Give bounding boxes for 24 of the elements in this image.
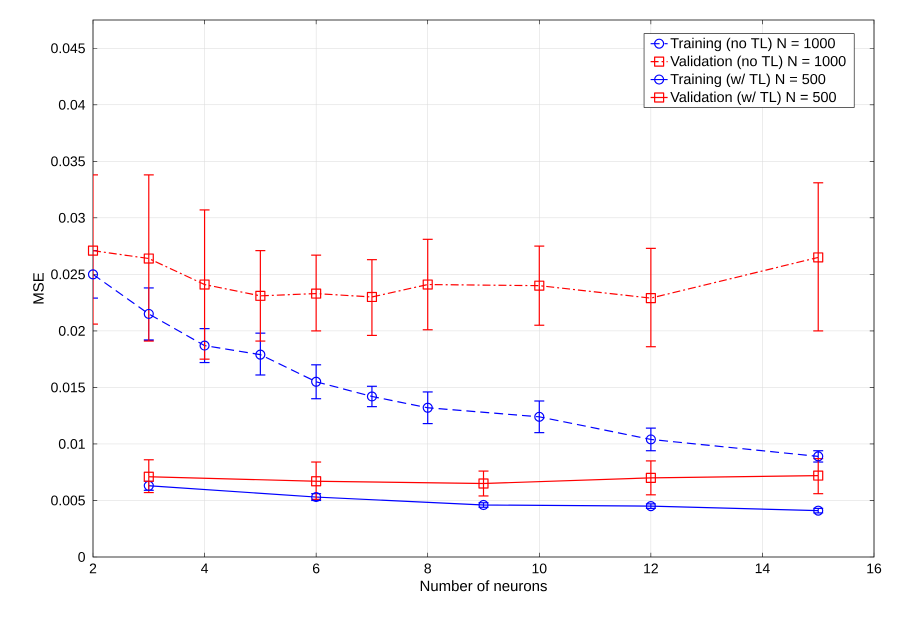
legend-label: Training (w/ TL) N = 500: [670, 74, 826, 88]
x-tick-label: 12: [644, 563, 658, 574]
x-tick-label: 6: [312, 563, 320, 574]
y-tick-label: 0.005: [51, 496, 85, 506]
y-tick-label: 0.04: [58, 100, 86, 110]
y-tick-label: 0.02: [58, 326, 85, 336]
y-tick-label: 0.015: [51, 382, 85, 392]
x-tick-label: 8: [424, 563, 431, 574]
x-tick-label: 4: [201, 564, 208, 574]
x-tick-label: 10: [532, 563, 547, 574]
legend-label: Validation (w/ TL) N = 500: [670, 92, 836, 105]
y-tick-label: 0.01: [58, 438, 85, 449]
x-tick-label: 16: [867, 563, 882, 574]
y-tick-label: 0.045: [51, 43, 85, 54]
legend-label: Validation (no TL) N = 1000: [670, 56, 846, 70]
x-axis-title: Number of neurons: [420, 580, 547, 592]
y-tick-label: 0: [78, 552, 85, 562]
x-tick-label: 2: [90, 563, 96, 574]
y-tick-label: 0.025: [51, 269, 85, 280]
legend-label: Training (no TL) N = 1000: [670, 38, 835, 52]
y-axis-title: MSE: [33, 272, 44, 304]
y-tick-label: 0.03: [58, 212, 85, 223]
x-tick-label: 14: [756, 564, 770, 574]
y-tick-label: 0.035: [51, 156, 85, 166]
